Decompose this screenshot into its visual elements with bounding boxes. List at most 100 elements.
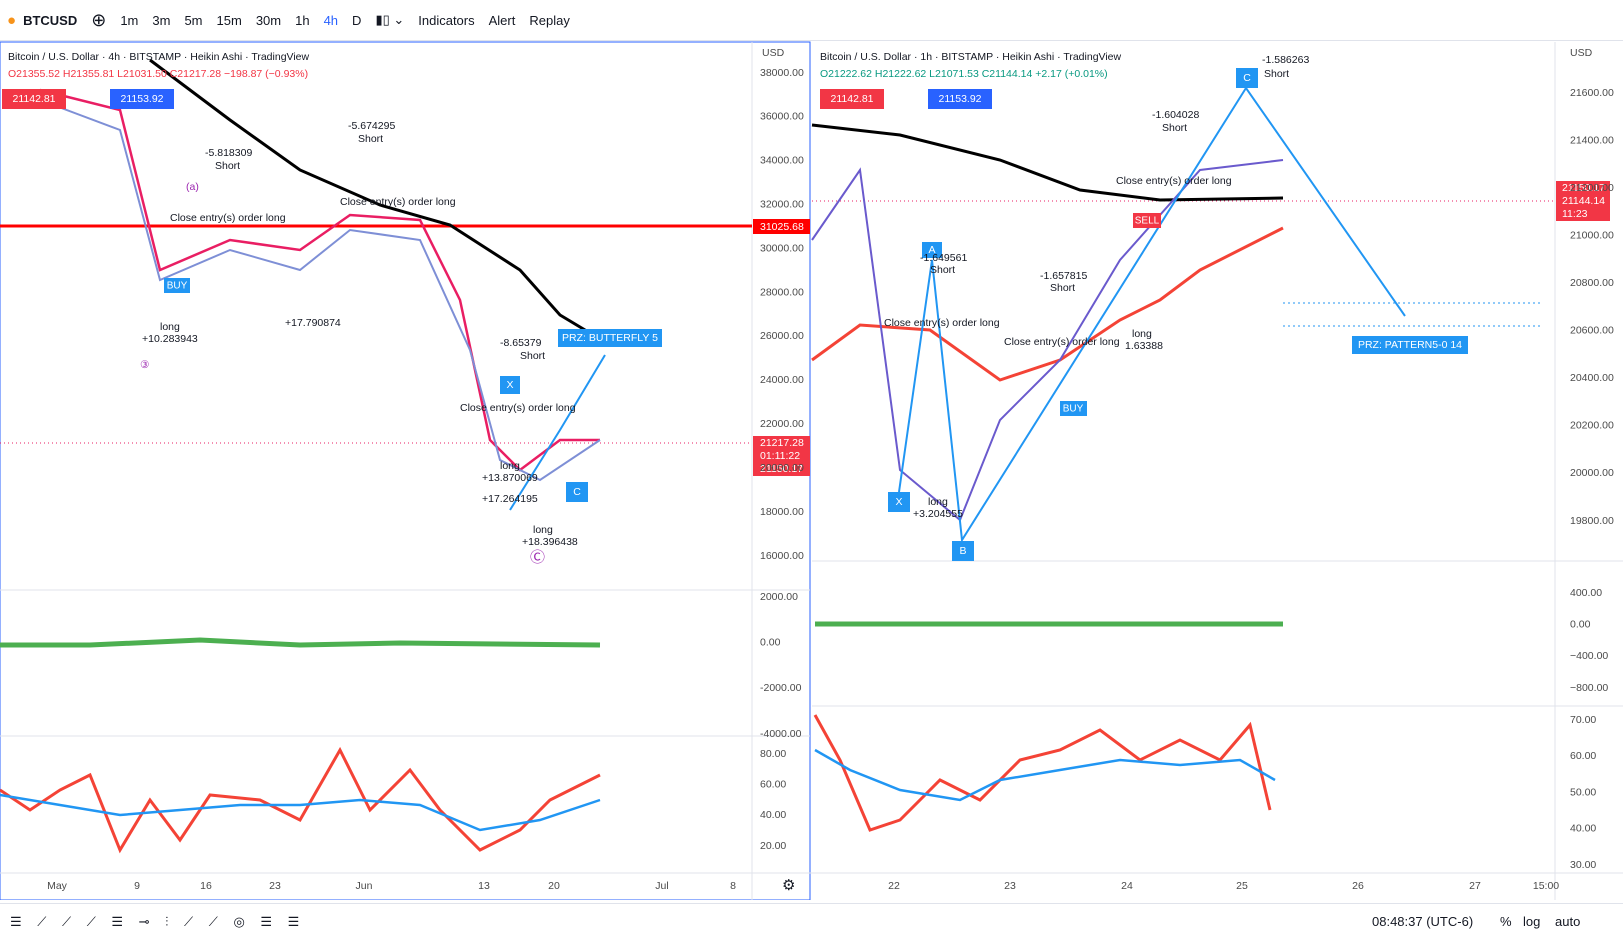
axis-label: 22000.00 [760,418,804,430]
annotation: Short [1050,282,1075,294]
annotation: Short [358,133,383,145]
chart-type[interactable]: ▮▯ ⌄ [375,12,405,27]
buy-price[interactable]: 21153.92 [120,93,163,105]
axis-label: 60.00 [760,778,786,790]
interval[interactable]: 30m [255,12,282,28]
axis-label: 16000.00 [760,550,804,562]
axis-label: −800.00 [1570,682,1608,694]
axis-label: 30000.00 [760,242,804,254]
ema-line-2 [811,159,1284,522]
annotation: Short [520,350,545,362]
rsi-ma [814,748,1276,802]
annotation: long [533,524,553,536]
annotation: -1.649561 [920,252,967,264]
indicators[interactable]: Indicators [418,12,475,28]
buy-box[interactable] [928,89,992,109]
badge [1556,181,1610,221]
top-toolbar: ● BTCUSD ⊕ 1m 3m 5m 15m 30m 1h 4h D ▮▯ ⌄ Indica… [0,0,1623,41]
annotation: Short [215,160,240,172]
countdown: 01:11:22 [760,450,800,462]
replay[interactable]: Replay [529,12,570,28]
ohlc: O21355.52 H21355.81 L21031.50 C21217.28 … [8,68,308,80]
time-label: Jun [356,880,373,892]
annotation: +10.283943 [142,333,198,345]
interval[interactable]: 3m [152,12,171,28]
point-tag [566,482,588,502]
annotation: C [573,486,581,498]
currency: USD [1570,47,1593,59]
axis-label: 20000.00 [1570,467,1614,479]
annotation: Close entry(s) order long [884,317,1000,329]
buy-price[interactable]: 21153.92 [938,93,981,105]
axis-label: 32000.00 [760,199,804,211]
ma-line [149,58,611,347]
axis-label: 30.00 [1570,859,1596,871]
axis-label: 40.00 [760,809,786,821]
alert[interactable]: Alert [488,12,516,28]
time-label: 20 [548,880,560,892]
axis-label: 0.00 [1570,618,1591,630]
axis-label: 21600.00 [1570,87,1614,99]
axis-label: 80.00 [760,748,786,760]
ema-line [39,88,600,472]
interval[interactable]: 1h [295,12,310,28]
axis-label: 400.00 [1570,587,1602,599]
annotation: Close entry(s) order long [1004,336,1120,348]
interval[interactable]: 4h [323,12,339,28]
interval[interactable]: D [352,12,362,28]
axis-label: 38000.00 [760,67,804,79]
symbol[interactable]: BTCUSD [23,12,78,28]
sell-price[interactable]: 21142.81 [12,93,55,105]
left-pane [0,41,811,900]
point-tag [922,242,942,258]
annotation: PRZ: PATTERN5-0 14 [1358,339,1462,351]
time-label: Jul [655,880,668,892]
drawing-tools[interactable]: ☰ ⟋ ⟋ ⟋ ☰ ⊸ ⫶ ⟋ ⟋ ◎ ☰ ☰ [10,914,306,929]
time-label: 16 [200,880,212,892]
axis-label: 60.00 [1570,750,1596,762]
chart-title: Bitcoin / U.S. Dollar · 1h · BITSTAMP · … [820,51,1122,63]
time-label: 27 [1469,880,1481,892]
point-tag [888,492,910,512]
buy-box[interactable] [110,89,174,109]
axis-label: 36000.00 [760,111,804,123]
auto[interactable]: auto [1555,914,1581,929]
annotation: X [506,379,513,391]
interval[interactable]: 5m [184,12,203,28]
sell-box[interactable] [2,89,66,109]
annotation: A [928,244,935,256]
btc-icon: ● [7,11,17,29]
annotation: -1.604028 [1152,109,1199,121]
axis-label: 34000.00 [760,155,804,167]
log[interactable]: log [1523,914,1541,929]
add-symbol[interactable]: ⊕ [91,9,107,30]
time-label: 23 [269,880,281,892]
axis-label: 24000.00 [760,374,804,386]
axis-label: 20.00 [760,840,786,852]
sell-tag [1133,213,1161,228]
axis-label: 20000.00 [760,462,804,474]
time-label: 22 [888,880,900,892]
interval[interactable]: 1m [120,12,139,28]
second-price: 21150.17 [760,463,803,475]
sell-price[interactable]: 21142.81 [830,93,873,105]
annotation: Close entry(s) order long [460,402,576,414]
annotation: ③ [140,359,150,371]
sell-box[interactable] [820,89,884,109]
annotation: +17.264195 [482,493,538,505]
interval[interactable]: 15m [216,12,242,28]
axis-label: -2000.00 [760,682,802,694]
percent[interactable]: % [1500,914,1512,929]
axis-label: 50.00 [1570,786,1596,798]
axis-label: 20200.00 [1570,420,1614,432]
annotation: Short [1264,68,1289,80]
annotation: Close entry(s) order long [340,196,456,208]
annotation: Short [1162,122,1187,134]
axis-label: 20800.00 [1570,277,1614,289]
time-label: 23 [1004,880,1016,892]
axis-label: 26000.00 [760,330,804,342]
settings-icon[interactable]: ⚙ [782,877,795,894]
annotation: -1.657815 [1040,270,1087,282]
time-label: 8 [730,880,736,892]
